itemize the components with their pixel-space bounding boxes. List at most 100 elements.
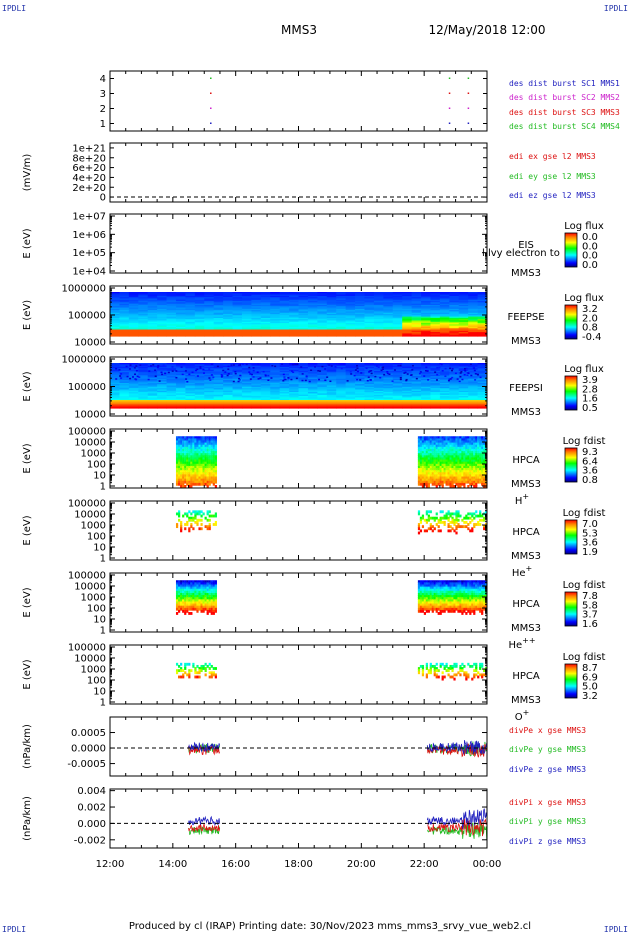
panel-feeps_e-spectrogram-cell	[223, 314, 234, 316]
panel-feeps_e-spectrogram-cell	[345, 302, 356, 305]
panel-feeps_e-spectrogram-cell	[345, 306, 356, 309]
panel-feeps_e-spectrogram-cell	[430, 329, 441, 332]
panel-feeps_e-spectrogram-cell	[119, 302, 130, 305]
panel-feeps_e-spectrogram-cell	[175, 319, 186, 322]
panel-feeps_e-spectrogram-cell	[383, 310, 394, 313]
panel-feeps_i-spectrogram-cell	[392, 365, 403, 368]
panel-feeps_e-spectrogram-cell	[336, 303, 347, 306]
panel-feeps_e-spectrogram-cell	[477, 293, 488, 296]
panel-feeps_i-spectrogram-cell	[364, 372, 375, 375]
panel-hpca_h-spectrogram-cell	[477, 476, 480, 480]
panel-feeps_e-spectrogram-cell	[336, 314, 347, 316]
panel-feeps_i-spectrogram-cell	[383, 406, 394, 409]
panel-hpca_h-spectrogram-cell	[433, 468, 436, 471]
panel-feeps_e-spectrogram-cell	[307, 329, 318, 332]
panel-feeps_e-spectrogram-cell	[289, 295, 299, 298]
panel-hpca_h-spectrogram-cell	[457, 459, 460, 463]
panel-feeps_i-spectrogram-cell	[166, 364, 177, 367]
panel-feeps_e-spectrogram-cell	[119, 323, 130, 325]
panel-hpca_h-spectrogram-cell	[439, 474, 442, 478]
panel-hpca_h-spectrogram-cell	[196, 446, 199, 450]
panel-feeps_e-spectrogram-cell	[449, 328, 460, 331]
panel-hpca_h-spectrogram-cell	[459, 453, 462, 457]
panel-feeps_i-spectrogram-cell	[147, 366, 158, 369]
panel-feeps_e-spectrogram-cell	[213, 315, 224, 318]
panel-feeps_e-spectrogram	[110, 292, 488, 337]
panel-feeps_e-spectrogram-cell	[185, 319, 196, 322]
panel-feeps_i-spectrogram-cell	[289, 404, 299, 406]
panel-hpca_h-spectrogram-cell	[204, 446, 207, 450]
panel-feeps_e-spectrogram-cell	[449, 319, 460, 322]
panel-feeps_i-spectrogram-cell	[241, 370, 252, 373]
panel-feeps_i-spectrogram-cell	[260, 388, 271, 391]
panel-feeps_e-spectrogram-cell	[364, 306, 375, 309]
panel-hpca_h-spectrogram-cell	[441, 451, 444, 454]
panel-feeps_i-spectrogram-cell	[128, 388, 139, 391]
panel-hpca_h-spectrogram-cell	[188, 451, 191, 454]
panel-hpca_h-spectrogram-cell	[188, 474, 191, 478]
panel-hpca_h-spectrogram-cell	[439, 453, 442, 457]
panel-hpca_h-spectrogram-cell	[455, 459, 458, 463]
panel-feeps_i-spectrogram-cell	[477, 365, 488, 368]
panel-feeps_e-spectrogram-cell	[260, 295, 271, 298]
panel-hpca_h-spectrogram-cell	[417, 446, 421, 450]
panel-hpca_h-spectrogram-cell	[184, 451, 187, 454]
panel-feeps_i-spectrogram-cell	[119, 368, 130, 371]
panel-feeps_e-spectrogram-cell	[364, 301, 375, 303]
panel-feeps_i-spectrogram-cell	[194, 382, 205, 385]
panel-feeps_e-spectrogram-cell	[241, 292, 252, 294]
panel-hpca_h-spectrogram-cell	[417, 476, 421, 480]
panel-hpca_h-spectrogram-cell	[463, 468, 466, 471]
panel-feeps_i-spectrogram-cell	[260, 381, 271, 384]
panel-feeps_i-spectrogram-cell	[270, 381, 281, 384]
panel-hpca_h-spectrogram-cell	[435, 436, 438, 440]
panel-feeps_i-spectrogram-cell	[411, 386, 422, 389]
panel-feeps_i-spectrogram-cell	[270, 402, 281, 405]
panel-hpca_h-spectrogram-cell	[463, 474, 466, 478]
panel-hpca_h-spectrogram-cell	[475, 472, 478, 476]
panel-hpca_h-spectrogram-cell	[457, 457, 460, 461]
panel-feeps_i-spectrogram-cell	[157, 378, 168, 381]
panel-hpca_h-spectrogram-cell	[429, 438, 432, 442]
panel-hpca_h-spectrogram-cell	[202, 468, 205, 471]
panel-feeps_e-spectrogram-cell	[175, 324, 186, 327]
panel-hpca_h-spectrogram-cell	[188, 436, 191, 440]
panel-hpca_h-spectrogram-cell	[437, 444, 440, 448]
panel-hpca_h-spectrogram-cell	[184, 468, 187, 471]
panel-feeps_e-spectrogram-cell	[317, 326, 328, 329]
panel-feeps_i-spectrogram-cell	[251, 406, 262, 409]
panel-feeps_i-spectrogram-cell	[147, 370, 158, 373]
panel-hpca_h-spectrogram-cell	[190, 474, 193, 478]
panel-feeps_e-spectrogram-cell	[279, 315, 290, 318]
panel-hpca_h-spectrogram-cell	[443, 470, 446, 473]
panel-feeps_i-spectrogram-cell	[345, 381, 356, 384]
panel-hpca_h-spectrogram-cell	[433, 446, 436, 450]
panel-feeps_i-spectrogram-cell	[326, 381, 337, 384]
panel-hpca_h-spectrogram-cell	[461, 436, 464, 440]
panel-feeps_e-spectrogram-cell	[194, 292, 205, 294]
panel-feeps_e-spectrogram-cell	[128, 301, 139, 303]
panel-feeps_e-spectrogram-cell	[392, 301, 403, 303]
panel-feeps_e-spectrogram-cell	[336, 325, 347, 328]
panel-feeps_i-speckle	[264, 374, 267, 376]
panel-feeps_i-spectrogram-cell	[204, 394, 215, 397]
panel-hpca_h-spectrogram-cell	[200, 444, 203, 448]
panel-feeps_e-spectrogram-cell	[251, 314, 262, 316]
panel-feeps_i-spectrogram-cell	[213, 372, 224, 375]
panel-feeps_i-speckle	[120, 373, 123, 375]
panel-feeps_e-spectrogram-cell	[317, 317, 328, 320]
panel-feeps_i-speckle	[410, 374, 413, 376]
panel-feeps_e-spectrogram-cell	[232, 312, 243, 315]
panel-feeps_i-spectrogram-cell	[421, 368, 431, 371]
panel-hpca_h-spectrogram-cell	[419, 463, 423, 467]
panel-feeps_e-spectrogram-cell	[157, 294, 168, 297]
panel-feeps_e-spectrogram-cell	[373, 294, 384, 297]
panel-hpca_h-spectrogram-cell	[194, 440, 197, 444]
panel-feeps_i-spectrogram-cell	[402, 368, 413, 371]
panel-feeps_e-spectrogram-cell	[241, 319, 252, 322]
panel-hpca_h-spectrogram-cell	[479, 455, 482, 459]
panel-feeps_e-spectrogram-cell	[166, 317, 177, 320]
panel-hpca_h-spectrogram-cell	[186, 465, 189, 469]
panel-feeps_i-spectrogram-cell	[279, 382, 290, 385]
panel-feeps_e-spectrogram-cell	[213, 301, 224, 303]
